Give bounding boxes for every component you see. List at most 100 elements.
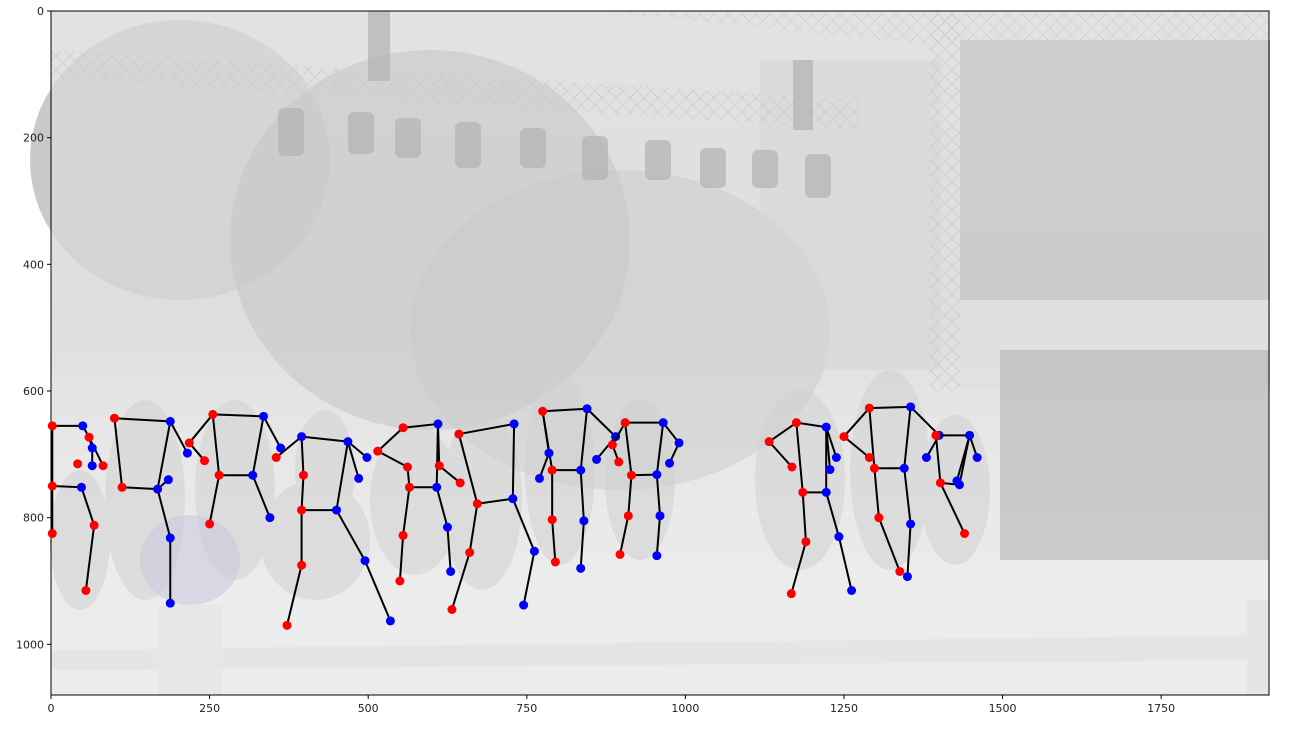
skeleton-bone bbox=[843, 407, 871, 438]
skeleton-bone bbox=[903, 468, 912, 525]
skeleton-bone bbox=[438, 464, 461, 484]
person-skeleton bbox=[184, 409, 286, 529]
right-keypoint bbox=[331, 505, 341, 515]
skeleton-bone bbox=[450, 552, 471, 610]
left-keypoint bbox=[547, 465, 557, 475]
x-tick-label: 1750 bbox=[1147, 702, 1175, 715]
skeleton-bone bbox=[457, 433, 479, 504]
right-keypoint bbox=[821, 422, 831, 432]
right-keypoint bbox=[432, 482, 442, 492]
skeleton-bone bbox=[551, 519, 557, 563]
skeleton-bone bbox=[511, 423, 516, 499]
left-keypoint bbox=[47, 529, 57, 538]
left-keypoint bbox=[935, 478, 945, 488]
left-keypoint bbox=[801, 537, 811, 547]
left-keypoint bbox=[297, 560, 307, 570]
skeleton-bone bbox=[52, 485, 82, 489]
skeleton-bone bbox=[655, 515, 661, 556]
skeleton-bone bbox=[511, 498, 536, 552]
right-keypoint bbox=[343, 437, 353, 447]
right-keypoint bbox=[276, 443, 286, 453]
right-keypoint bbox=[921, 453, 931, 462]
axes-frame bbox=[50, 10, 1270, 696]
left-keypoint bbox=[208, 409, 218, 419]
skeleton-bone bbox=[377, 450, 408, 468]
left-keypoint bbox=[298, 470, 308, 480]
skeleton-bone bbox=[156, 421, 172, 490]
person-skeleton bbox=[931, 430, 982, 538]
left-keypoint bbox=[764, 437, 774, 447]
left-keypoint bbox=[447, 605, 457, 614]
left-keypoint bbox=[864, 403, 874, 413]
skeleton-bone bbox=[825, 426, 838, 458]
skeleton-bone bbox=[579, 520, 585, 569]
person-skeleton bbox=[839, 402, 944, 582]
x-tick-label: 1500 bbox=[989, 702, 1017, 715]
skeleton-bone bbox=[843, 435, 870, 459]
right-keypoint bbox=[433, 419, 443, 429]
right-keypoint bbox=[529, 546, 539, 556]
left-keypoint bbox=[614, 457, 624, 467]
right-keypoint bbox=[674, 438, 684, 448]
left-keypoint bbox=[839, 432, 849, 442]
skeleton-bone bbox=[825, 427, 832, 470]
left-keypoint bbox=[791, 418, 801, 428]
skeleton-bone bbox=[251, 474, 271, 519]
right-keypoint bbox=[78, 421, 88, 431]
left-keypoint bbox=[109, 413, 119, 423]
right-keypoint bbox=[385, 616, 395, 626]
right-keypoint bbox=[508, 494, 518, 504]
left-keypoint bbox=[395, 576, 405, 586]
right-keypoint bbox=[655, 511, 665, 521]
right-keypoint bbox=[652, 551, 662, 561]
skeleton-bone bbox=[627, 475, 633, 516]
skeleton-bone bbox=[402, 487, 411, 536]
right-keypoint bbox=[519, 600, 529, 610]
left-keypoint bbox=[472, 499, 482, 509]
left-keypoint bbox=[538, 406, 548, 416]
skeleton-bone bbox=[768, 440, 793, 468]
right-keypoint bbox=[906, 402, 916, 412]
right-keypoint bbox=[354, 473, 364, 483]
right-keypoint bbox=[582, 404, 592, 414]
right-keypoint bbox=[165, 533, 175, 543]
left-keypoint bbox=[205, 519, 215, 529]
x-axis: 0 250 500 750 1000 1250 1500 1750 bbox=[48, 695, 1175, 715]
left-keypoint bbox=[607, 440, 617, 450]
skeleton-bone bbox=[88, 436, 104, 467]
skeleton-bone bbox=[212, 413, 264, 418]
left-keypoint bbox=[454, 429, 464, 439]
skeleton-bone bbox=[436, 423, 441, 466]
left-keypoint bbox=[895, 567, 905, 576]
skeleton-bone bbox=[275, 435, 303, 459]
left-keypoint bbox=[874, 513, 884, 523]
left-keypoint bbox=[403, 462, 413, 472]
skeleton-bone bbox=[446, 527, 452, 572]
skeleton-bone bbox=[586, 408, 617, 438]
x-tick-label: 750 bbox=[516, 702, 537, 715]
skeleton-bone bbox=[801, 492, 807, 542]
y-tick-label: 400 bbox=[23, 258, 44, 271]
left-keypoint bbox=[550, 557, 560, 567]
skeleton-bone bbox=[579, 470, 585, 521]
left-keypoint bbox=[434, 461, 444, 471]
x-tick-label: 250 bbox=[199, 702, 220, 715]
right-keypoint bbox=[362, 453, 372, 462]
skeleton-bone bbox=[624, 422, 633, 476]
right-keypoint bbox=[592, 454, 602, 464]
right-keypoint bbox=[906, 519, 916, 529]
left-keypoint bbox=[47, 481, 57, 491]
scene-wash bbox=[51, 11, 1269, 695]
skeleton-bone bbox=[939, 482, 966, 534]
skeleton-bone bbox=[301, 435, 348, 443]
right-keypoint bbox=[652, 470, 662, 480]
person-skeleton bbox=[373, 419, 465, 586]
left-keypoint bbox=[200, 456, 210, 466]
skeleton-bone bbox=[542, 407, 588, 413]
skeleton-bone bbox=[335, 441, 349, 511]
skeleton-bone bbox=[873, 468, 880, 518]
pose-overlay bbox=[47, 402, 982, 630]
skeleton-bone bbox=[435, 487, 449, 528]
right-keypoint bbox=[825, 465, 835, 475]
